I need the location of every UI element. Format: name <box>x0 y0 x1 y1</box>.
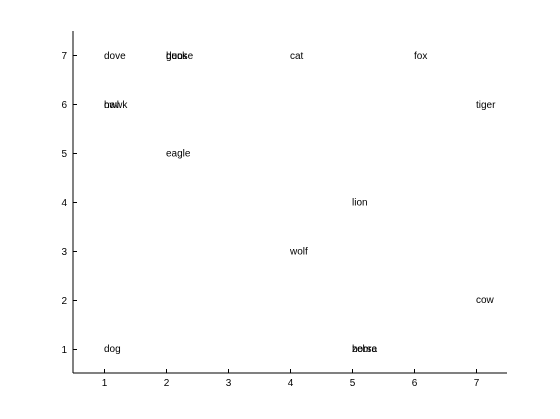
point-label-eagle: eagle <box>166 149 191 160</box>
x-tick-label: 6 <box>412 378 418 389</box>
point-label-dove: dove <box>104 51 126 62</box>
point-label-lion: lion <box>352 198 368 209</box>
point-label-hawk: hawk <box>104 100 128 111</box>
point-label-owl: owl <box>104 100 119 111</box>
x-tick-label: 3 <box>226 378 232 389</box>
point-label-cow: cow <box>476 295 495 306</box>
x-tick-label: 5 <box>350 378 356 389</box>
x-axis-ticks: 1 2 3 4 5 6 7 <box>102 369 480 389</box>
point-label-wolf: wolf <box>289 246 308 257</box>
y-tick-label: 2 <box>61 296 67 307</box>
point-label-horse: horse <box>352 344 377 355</box>
y-tick-label: 5 <box>61 149 67 160</box>
x-tick-label: 1 <box>102 378 108 389</box>
x-tick-label: 7 <box>474 378 480 389</box>
y-tick-label: 4 <box>61 198 67 209</box>
point-label-fox: fox <box>414 51 427 62</box>
point-label-duck: duck <box>166 51 188 62</box>
y-tick-label: 7 <box>61 51 67 62</box>
point-label-cat: cat <box>290 51 304 62</box>
y-tick-label: 3 <box>61 247 67 258</box>
y-axis-ticks: 1 2 3 4 5 6 7 <box>61 51 77 356</box>
point-label-hen: hen <box>166 51 183 62</box>
point-label-tiger: tiger <box>476 100 496 111</box>
x-tick-label: 4 <box>288 378 294 389</box>
point-label-zebra: zebra <box>352 344 377 355</box>
y-tick-label: 6 <box>61 100 67 111</box>
y-tick-label: 1 <box>61 345 67 356</box>
point-label-goose: goose <box>166 51 194 62</box>
point-label-dog: dog <box>104 344 121 355</box>
x-tick-label: 2 <box>164 378 170 389</box>
